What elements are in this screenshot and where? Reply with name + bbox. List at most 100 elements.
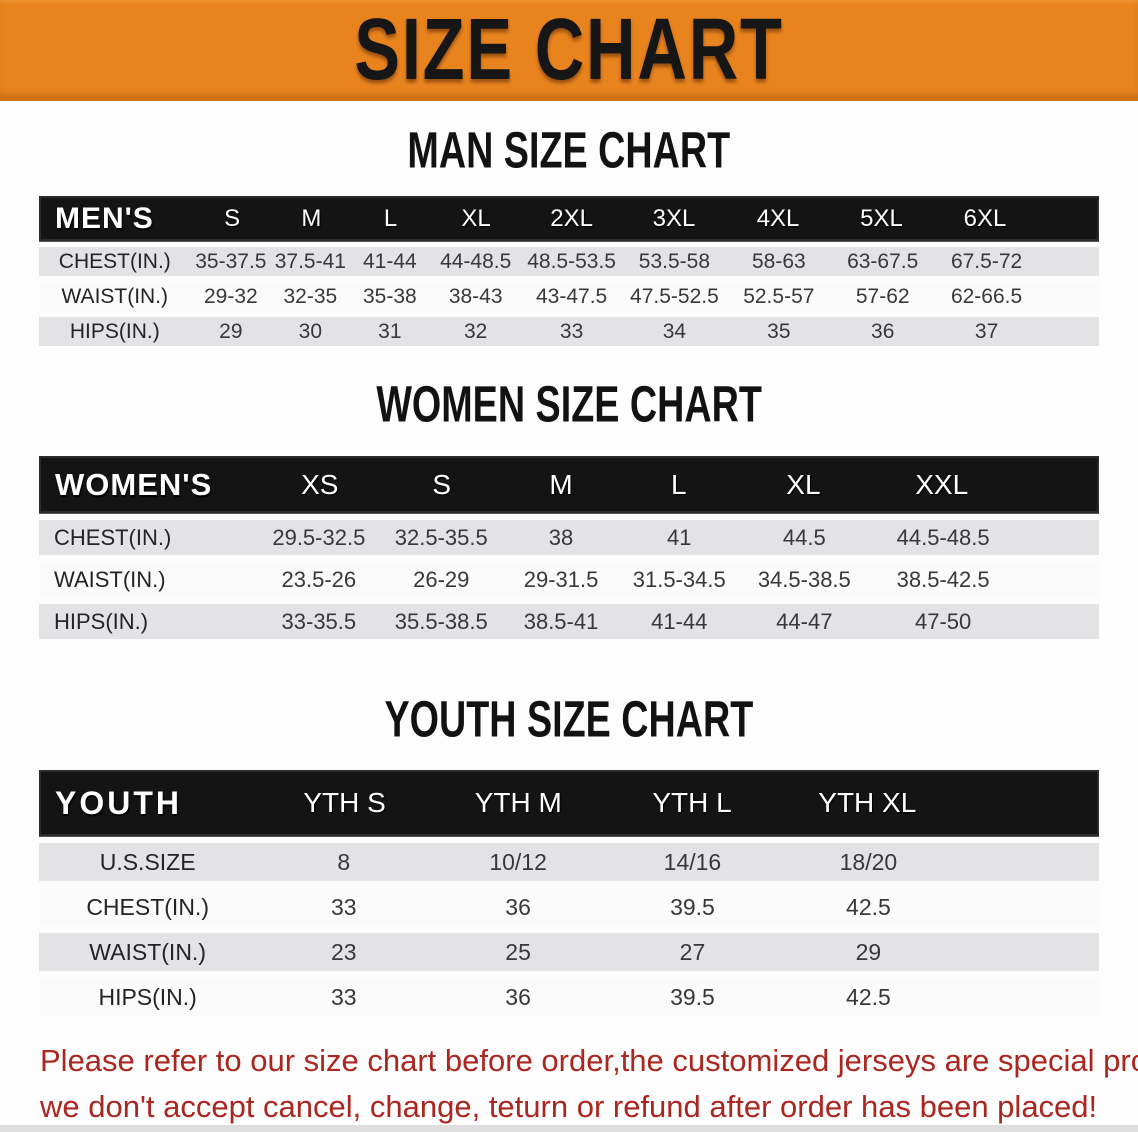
men-size-col-5: 3XL <box>652 204 696 232</box>
men-size-col-3: XL <box>461 204 491 232</box>
size-chart-banner: SIZE CHART <box>0 0 1138 101</box>
men-cell-0-8: 67.5-72 <box>950 249 1023 273</box>
women-cell-0-2: 38 <box>548 524 574 550</box>
women-cell-1-3: 31.5-34.5 <box>632 566 726 592</box>
men-cell-1-4: 43-47.5 <box>535 284 608 308</box>
youth-cell-3-1: 36 <box>505 983 531 1010</box>
women-size-col-2: M <box>549 468 573 500</box>
men-header-band: MEN'S S M L XL 2XL 3XL 4XL 5XL 6XL <box>39 196 1099 241</box>
women-row-0: CHEST(IN.) 29.5-32.5 32.5-35.5 38 41 44.5 44.5… <box>39 520 1099 555</box>
youth-cell-2-2: 27 <box>679 938 706 965</box>
women-cell-0-1: 32.5-35.5 <box>394 524 488 550</box>
youth-row-label-1: CHEST(IN.) <box>86 893 209 920</box>
women-cell-1-0: 23.5-26 <box>281 566 357 592</box>
men-size-col-2: L <box>383 204 398 232</box>
men-row-2: HIPS(IN.) 29 30 31 32 33 34 35 36 37 <box>39 317 1099 346</box>
women-size-col-3: L <box>671 468 687 500</box>
disclaimer-line-1: Please refer to our size chart before or… <box>40 1043 1138 1078</box>
men-cell-1-3: 38-43 <box>448 284 503 308</box>
men-cell-2-7: 36 <box>871 319 895 343</box>
youth-size-col-0: YTH S <box>303 787 386 818</box>
men-size-table: MEN'S S M L XL 2XL 3XL 4XL 5XL 6XL CHEST(IN.) 35-37… <box>39 196 1099 346</box>
men-cell-1-7: 57-62 <box>855 284 910 308</box>
men-size-col-4: 2XL <box>550 204 593 232</box>
man-section-heading: MAN SIZE CHART <box>0 121 1138 179</box>
youth-cell-0-1: 10/12 <box>489 848 547 875</box>
men-cell-1-2: 35-38 <box>362 284 417 308</box>
youth-size-col-3: YTH XL <box>818 787 917 818</box>
women-cell-0-0: 29.5-32.5 <box>272 524 366 550</box>
women-section-heading: WOMEN SIZE CHART <box>0 375 1138 433</box>
men-cell-0-2: 41-44 <box>362 249 417 273</box>
youth-cell-2-3: 29 <box>855 938 882 965</box>
men-cell-2-8: 37 <box>974 319 999 343</box>
youth-cell-3-2: 39.5 <box>670 983 715 1010</box>
women-cell-2-4: 44-47 <box>776 608 833 634</box>
bottom-edge-strip <box>0 1125 1138 1132</box>
youth-row-label-2: WAIST(IN.) <box>89 938 206 965</box>
men-cell-1-5: 47.5-52.5 <box>630 284 719 308</box>
women-header-band: WOMEN'S XS S M L XL XXL <box>39 456 1099 513</box>
men-cell-2-5: 34 <box>662 319 687 343</box>
women-cell-1-4: 34.5-38.5 <box>757 566 851 592</box>
men-cell-0-5: 53.5-58 <box>638 249 711 273</box>
men-size-col-6: 4XL <box>756 204 800 232</box>
women-row-label-1: WAIST(IN.) <box>54 566 166 592</box>
youth-row-label-3: HIPS(IN.) <box>98 983 197 1010</box>
youth-cell-3-0: 33 <box>330 983 357 1010</box>
women-cell-2-2: 38.5-41 <box>523 608 599 634</box>
men-cell-0-1: 37.5-41 <box>274 249 346 273</box>
youth-cell-0-3: 18/20 <box>839 848 898 875</box>
youth-cell-0-2: 14/16 <box>663 848 722 875</box>
women-row-2: HIPS(IN.) 33-35.5 35.5-38.5 38.5-41 41-44 44-… <box>39 604 1099 639</box>
women-cell-0-3: 41 <box>666 524 692 550</box>
youth-row-1: CHEST(IN.) 33 36 39.5 42.5 <box>39 888 1099 926</box>
women-cell-2-3: 41-44 <box>651 608 708 634</box>
men-size-col-8: 6XL <box>963 204 1007 232</box>
men-row-label-0: CHEST(IN.) <box>58 249 171 273</box>
men-cell-1-0: 29-32 <box>203 284 258 308</box>
women-cell-2-5: 47-50 <box>915 608 972 634</box>
men-header-label: MEN'S <box>55 201 154 235</box>
women-size-col-1: S <box>432 468 452 500</box>
women-row-1: WAIST(IN.) 23.5-26 26-29 29-31.5 31.5-34.5 34… <box>39 562 1099 597</box>
men-cell-0-0: 35-37.5 <box>195 249 267 273</box>
men-cell-2-0: 29 <box>219 319 243 343</box>
youth-cell-0-0: 8 <box>337 848 351 875</box>
youth-cell-3-3: 42.5 <box>846 983 891 1010</box>
men-size-col-7: 5XL <box>860 204 903 232</box>
women-row-label-0: CHEST(IN.) <box>54 524 172 550</box>
men-row-label-2: HIPS(IN.) <box>69 319 160 343</box>
women-size-table: WOMEN'S XS S M L XL XXL CHEST(IN.) 29.5-32.5 32.5… <box>39 456 1099 639</box>
youth-row-label-0: U.S.SIZE <box>99 848 196 875</box>
women-size-col-5: XXL <box>915 468 969 500</box>
man-section-heading-text: MAN SIZE CHART <box>407 121 731 179</box>
youth-cell-1-1: 36 <box>505 893 531 920</box>
youth-header-label: YOUTH <box>55 784 182 821</box>
women-cell-2-1: 35.5-38.5 <box>394 608 488 634</box>
men-row-label-1: WAIST(IN.) <box>61 284 169 308</box>
youth-size-col-1: YTH M <box>474 787 562 818</box>
women-header-label: WOMEN'S <box>55 466 213 502</box>
men-cell-0-3: 44-48.5 <box>440 249 512 273</box>
men-cell-2-3: 32 <box>464 319 488 343</box>
men-size-col-0: S <box>224 204 241 232</box>
men-cell-2-4: 33 <box>559 319 584 343</box>
youth-header-band: YOUTH YTH S YTH M YTH L YTH XL <box>39 770 1099 836</box>
youth-section-heading-text: YOUTH SIZE CHART <box>384 690 754 748</box>
women-cell-1-2: 29-31.5 <box>523 566 599 592</box>
women-size-col-0: XS <box>301 468 339 500</box>
youth-cell-1-3: 42.5 <box>846 893 891 920</box>
women-cell-1-5: 38.5-42.5 <box>896 566 990 592</box>
youth-size-table: YOUTH YTH S YTH M YTH L YTH XL U.S.SIZE 8 10/12… <box>39 770 1099 1016</box>
women-section-heading-text: WOMEN SIZE CHART <box>376 375 762 433</box>
youth-cell-2-0: 23 <box>330 938 357 965</box>
women-cell-0-4: 44.5 <box>782 524 826 550</box>
women-cell-1-1: 26-29 <box>413 566 470 592</box>
youth-size-col-2: YTH L <box>652 787 732 818</box>
women-size-col-4: XL <box>786 468 821 500</box>
men-cell-1-1: 32-35 <box>283 284 338 308</box>
youth-cell-1-2: 39.5 <box>670 893 715 920</box>
men-cell-1-6: 52.5-57 <box>743 284 815 308</box>
women-row-label-2: HIPS(IN.) <box>54 608 149 634</box>
